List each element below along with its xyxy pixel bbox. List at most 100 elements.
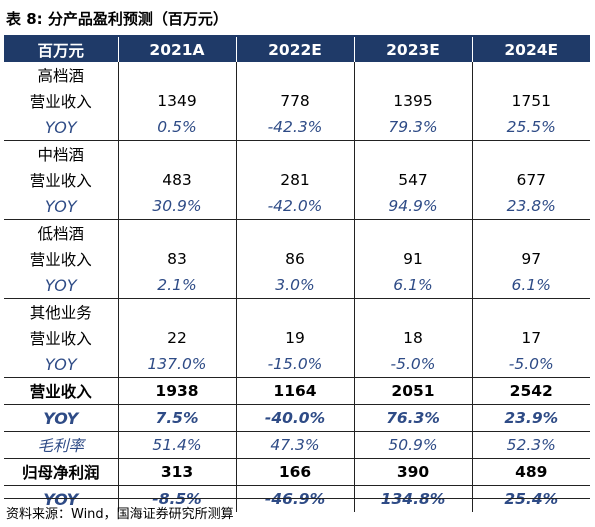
value-cell: 52.3% bbox=[472, 431, 590, 459]
value-cell: -42.0% bbox=[236, 193, 355, 220]
value-cell: -5.0% bbox=[508, 355, 554, 373]
value-cell bbox=[236, 298, 355, 325]
value-cell: 22 bbox=[118, 325, 237, 351]
table-row: 营业收入 83 86 91 97 bbox=[4, 246, 590, 272]
header-row: 百万元 2021A 2022E 2023E 2024E bbox=[4, 37, 590, 62]
value-cell: 7.5% bbox=[118, 404, 237, 432]
value-cell: 19 bbox=[236, 325, 355, 351]
row-label: 其他业务 bbox=[4, 298, 119, 325]
value-cell bbox=[354, 62, 473, 88]
value-cell: 483 bbox=[118, 167, 237, 193]
source-note: 资料来源：Wind，国海证券研究所测算 bbox=[6, 507, 234, 522]
table-row: YOY 30.9% -42.0% 94.9% 23.8% bbox=[4, 193, 590, 220]
value-cell: 778 bbox=[236, 88, 355, 114]
value-cell: 547 bbox=[354, 167, 473, 193]
value-cell bbox=[118, 219, 237, 246]
value-cell: 137.0% bbox=[118, 351, 237, 378]
table-row: 低档酒 bbox=[4, 219, 590, 246]
value-cell: 2542 bbox=[472, 377, 590, 405]
year-header: 2022E bbox=[236, 37, 355, 62]
value-cell: 489 bbox=[472, 458, 590, 486]
table-row: YOY 2.1% 3.0% 6.1% 6.1% bbox=[4, 272, 590, 299]
value-cell: 1164 bbox=[236, 377, 355, 405]
value-cell: 166 bbox=[236, 458, 355, 486]
row-label: 营业收入 bbox=[4, 246, 119, 272]
row-label: 营业收入 bbox=[4, 377, 119, 405]
row-label: 营业收入 bbox=[4, 325, 119, 351]
table-row: YOY 0.5% -42.3% 79.3% 25.5% bbox=[4, 114, 590, 141]
value-cell: 86 bbox=[236, 246, 355, 272]
table-row: YOY 7.5% -40.0% 76.3% 23.9% bbox=[4, 404, 590, 432]
value-cell: 23.8% bbox=[506, 197, 556, 215]
value-cell: 6.1% bbox=[511, 276, 551, 294]
value-cell: 47.3% bbox=[236, 431, 355, 459]
value-cell: 313 bbox=[118, 458, 237, 486]
table-row: 营业收入 22 19 18 17 bbox=[4, 325, 590, 351]
value-cell bbox=[354, 140, 473, 167]
row-label: 毛利率 bbox=[4, 431, 119, 459]
value-cell: 18 bbox=[354, 325, 473, 351]
table-row: 营业收入 1349 778 1395 1751 bbox=[4, 88, 590, 114]
value-cell: 1349 bbox=[118, 88, 237, 114]
value-cell: -42.3% bbox=[236, 114, 355, 141]
value-cell bbox=[472, 62, 590, 88]
value-cell: -15.0% bbox=[236, 351, 355, 378]
value-cell bbox=[354, 219, 473, 246]
table-row: 高档酒 bbox=[4, 62, 590, 88]
row-label: YOY bbox=[4, 114, 119, 141]
value-cell bbox=[236, 219, 355, 246]
table-row: 其他业务 bbox=[4, 298, 590, 325]
row-label: 营业收入 bbox=[4, 167, 119, 193]
value-cell bbox=[236, 62, 355, 88]
row-label: YOY bbox=[4, 193, 119, 220]
year-header: 2024E bbox=[472, 37, 590, 62]
value-cell: 3.0% bbox=[236, 272, 355, 299]
row-label: 高档酒 bbox=[4, 62, 119, 88]
value-cell bbox=[118, 62, 237, 88]
table-row: 营业收入 1938 1164 2051 2542 bbox=[4, 377, 590, 405]
value-cell: 390 bbox=[354, 458, 473, 486]
row-label: YOY bbox=[4, 404, 119, 432]
value-cell bbox=[472, 298, 590, 325]
value-cell: 79.3% bbox=[354, 114, 473, 141]
value-cell: 677 bbox=[516, 171, 547, 189]
value-cell: 76.3% bbox=[354, 404, 473, 432]
table-caption: 表 8: 分产品盈利预测（百万元） bbox=[6, 10, 228, 28]
value-cell: 1938 bbox=[118, 377, 237, 405]
value-cell: 97 bbox=[521, 250, 542, 268]
value-cell bbox=[472, 219, 590, 246]
value-cell: 23.9% bbox=[472, 404, 590, 432]
value-cell: 25.5% bbox=[506, 118, 556, 136]
table-body: 高档酒 营业收入 1349 778 1395 1751 YOY 0.5% -42.3% 79.3%… bbox=[4, 62, 590, 512]
value-cell bbox=[118, 298, 237, 325]
value-cell: 17 bbox=[521, 329, 542, 347]
year-header: 2021A bbox=[118, 37, 237, 62]
value-cell: -5.0% bbox=[354, 351, 473, 378]
value-cell: 6.1% bbox=[354, 272, 473, 299]
value-cell bbox=[236, 140, 355, 167]
value-cell: 30.9% bbox=[118, 193, 237, 220]
value-cell: 91 bbox=[354, 246, 473, 272]
value-cell: 1395 bbox=[354, 88, 473, 114]
row-label: YOY bbox=[4, 272, 119, 299]
value-cell: 2051 bbox=[354, 377, 473, 405]
row-label: YOY bbox=[4, 351, 119, 378]
table-row: 营业收入 483 281 547 677 bbox=[4, 167, 590, 193]
value-cell: 281 bbox=[236, 167, 355, 193]
forecast-table: 百万元 2021A 2022E 2023E 2024E 高档酒 营业收入 1349 7… bbox=[4, 37, 590, 512]
value-cell: 50.9% bbox=[354, 431, 473, 459]
row-label: 中档酒 bbox=[4, 140, 119, 167]
table-row: YOY 137.0% -15.0% -5.0% -5.0% bbox=[4, 351, 590, 378]
row-label: 低档酒 bbox=[4, 219, 119, 246]
bottom-rule bbox=[4, 498, 590, 499]
row-label: 归母净利润 bbox=[4, 458, 119, 486]
table-row: 毛利率 51.4% 47.3% 50.9% 52.3% bbox=[4, 431, 590, 459]
unit-header: 百万元 bbox=[4, 37, 119, 62]
value-cell bbox=[354, 298, 473, 325]
value-cell bbox=[118, 140, 237, 167]
top-rule bbox=[4, 35, 590, 37]
value-cell: 83 bbox=[118, 246, 237, 272]
value-cell: 94.9% bbox=[354, 193, 473, 220]
value-cell bbox=[472, 140, 590, 167]
value-cell: 1751 bbox=[511, 92, 551, 110]
